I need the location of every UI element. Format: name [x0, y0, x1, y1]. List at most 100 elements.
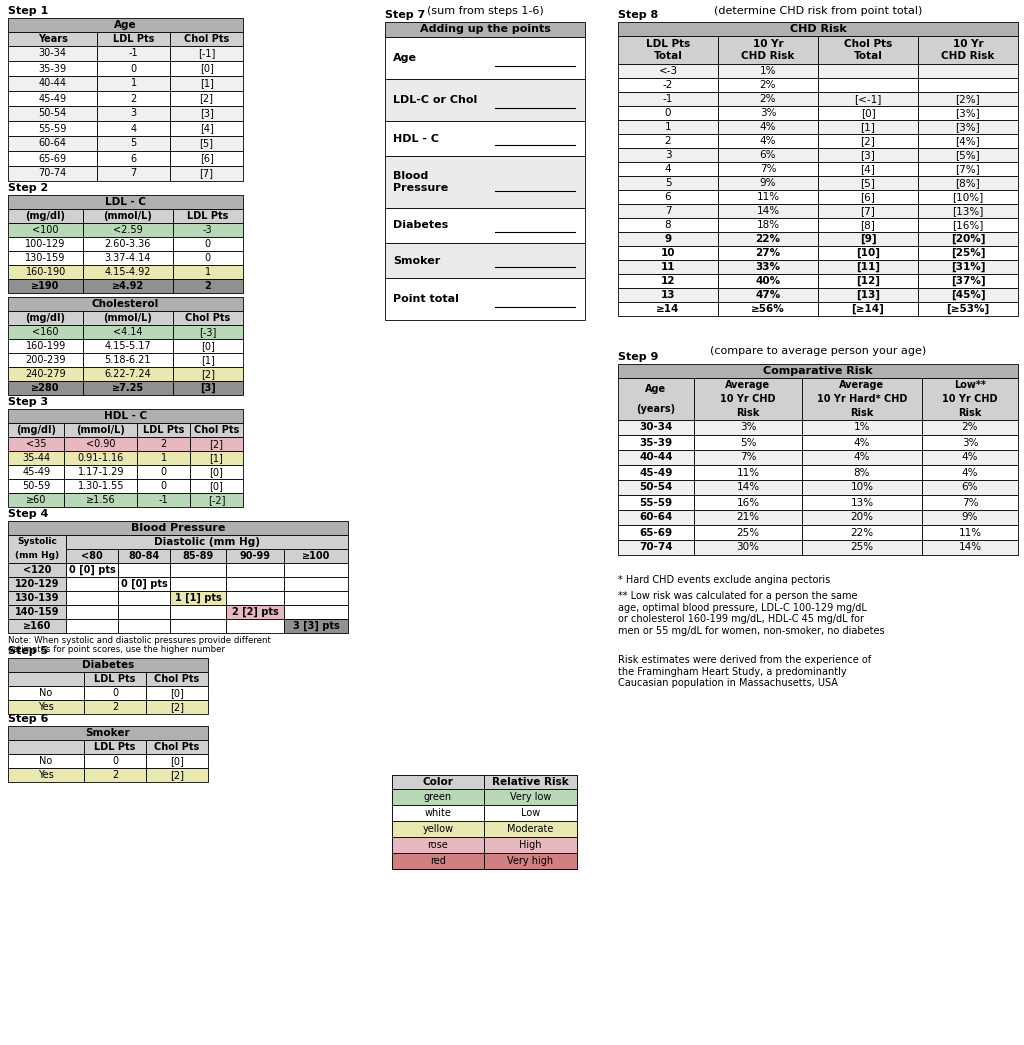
Text: HDL - C: HDL - C — [104, 411, 147, 421]
Text: Smoker: Smoker — [86, 728, 130, 738]
Bar — [484, 853, 577, 869]
Bar — [284, 591, 348, 605]
Bar — [802, 495, 922, 510]
Bar — [284, 619, 348, 633]
Bar — [8, 726, 208, 740]
Text: 1.30-1.55: 1.30-1.55 — [78, 481, 124, 491]
Text: Diastolic (mm Hg): Diastolic (mm Hg) — [154, 537, 260, 547]
Bar — [66, 535, 348, 549]
Bar — [97, 32, 170, 46]
Text: [7%]: [7%] — [955, 164, 980, 175]
Bar — [818, 64, 918, 78]
Bar — [694, 378, 802, 420]
Bar — [65, 465, 137, 479]
Bar — [146, 686, 208, 700]
Bar — [190, 465, 243, 479]
Text: 10%: 10% — [851, 483, 873, 492]
Text: -3: -3 — [203, 225, 213, 235]
Bar — [66, 563, 118, 577]
Text: [2]: [2] — [210, 439, 223, 449]
Bar — [618, 106, 718, 120]
Text: [0]: [0] — [210, 481, 223, 491]
Text: [0]: [0] — [201, 341, 215, 351]
Text: Step 7: Step 7 — [385, 10, 425, 20]
Text: No: No — [39, 688, 52, 698]
Bar — [170, 577, 226, 591]
Bar — [172, 367, 243, 381]
Bar — [918, 148, 1018, 162]
Text: <120: <120 — [23, 565, 51, 575]
Bar — [385, 156, 585, 208]
Bar — [137, 465, 190, 479]
Bar — [118, 605, 170, 619]
Text: 0: 0 — [161, 481, 167, 491]
Bar — [170, 605, 226, 619]
Bar — [8, 18, 243, 32]
Bar — [392, 837, 484, 853]
Bar — [694, 465, 802, 480]
Text: (mg/dl): (mg/dl) — [16, 425, 56, 435]
Text: 4.15-5.17: 4.15-5.17 — [104, 341, 152, 351]
Bar — [922, 420, 1018, 435]
Text: 8: 8 — [665, 220, 672, 230]
Bar — [8, 367, 83, 381]
Text: 1: 1 — [131, 78, 137, 89]
Text: [0]: [0] — [200, 64, 214, 73]
Text: 0: 0 — [205, 239, 211, 249]
Bar — [83, 237, 172, 251]
Text: (mm Hg): (mm Hg) — [15, 552, 59, 560]
Text: 3%: 3% — [739, 422, 757, 433]
Text: Low: Low — [521, 808, 540, 818]
Text: Note: When systolic and diastolic pressures provide different: Note: When systolic and diastolic pressu… — [8, 636, 271, 645]
Bar — [718, 120, 818, 134]
Text: (mmol/L): (mmol/L) — [103, 314, 153, 323]
Bar — [718, 288, 818, 302]
Bar — [170, 150, 243, 166]
Bar — [818, 274, 918, 288]
Bar — [918, 288, 1018, 302]
Text: Risk estimates were derived from the experience of
the Framingham Heart Study, a: Risk estimates were derived from the exp… — [618, 655, 871, 689]
Bar — [922, 495, 1018, 510]
Bar — [618, 246, 718, 260]
Bar — [8, 46, 97, 61]
Text: 100-129: 100-129 — [26, 239, 66, 249]
Text: 10: 10 — [660, 248, 675, 258]
Text: 6: 6 — [665, 192, 672, 202]
Bar — [484, 789, 577, 805]
Bar — [8, 121, 97, 136]
Bar — [922, 540, 1018, 555]
Text: 30-34: 30-34 — [39, 48, 67, 59]
Bar — [190, 479, 243, 493]
Bar — [8, 195, 243, 209]
Text: Moderate: Moderate — [507, 825, 554, 834]
Text: 4.15-4.92: 4.15-4.92 — [104, 268, 152, 277]
Text: 7: 7 — [665, 206, 672, 216]
Bar — [385, 121, 585, 156]
Text: ≥60: ≥60 — [26, 495, 46, 505]
Bar — [918, 218, 1018, 232]
Bar — [170, 549, 226, 563]
Text: 10 Yr Hard* CHD: 10 Yr Hard* CHD — [817, 394, 907, 404]
Text: 4%: 4% — [760, 122, 776, 132]
Bar — [8, 423, 65, 437]
Text: 2: 2 — [161, 439, 167, 449]
Text: Chol Pts: Chol Pts — [844, 39, 892, 49]
Bar — [918, 302, 1018, 316]
Bar — [618, 364, 1018, 378]
Bar — [8, 768, 84, 782]
Bar — [918, 162, 1018, 176]
Text: Very low: Very low — [510, 792, 551, 802]
Bar — [170, 46, 243, 61]
Text: 85-89: 85-89 — [182, 551, 214, 561]
Text: 2: 2 — [112, 702, 118, 712]
Bar — [385, 79, 585, 121]
Bar — [718, 162, 818, 176]
Text: [6]: [6] — [200, 154, 214, 163]
Bar — [818, 78, 918, 92]
Text: 18%: 18% — [757, 220, 779, 230]
Bar — [618, 540, 694, 555]
Bar — [802, 510, 922, 525]
Bar — [918, 260, 1018, 274]
Text: 5: 5 — [131, 139, 137, 148]
Text: 5: 5 — [665, 178, 672, 188]
